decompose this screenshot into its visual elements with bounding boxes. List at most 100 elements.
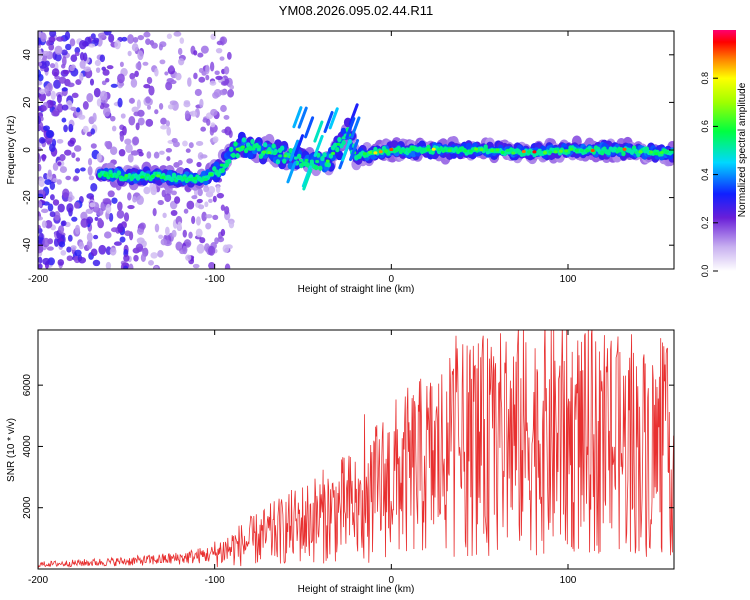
spectrogram-noise-cell xyxy=(61,117,67,123)
spectrogram-noise-cell xyxy=(166,126,172,136)
spectrogram-noise-cell xyxy=(68,123,74,133)
spectrogram-noise-cell xyxy=(50,90,56,100)
spectrogram-peak-cell xyxy=(580,149,585,153)
spectrogram-noise-cell xyxy=(38,48,42,54)
spectrogram-noise-cell xyxy=(157,200,164,206)
spectrogram-peak-cell xyxy=(574,148,579,152)
spectrogram-ridge-cell xyxy=(241,137,247,143)
spectrogram-noise-cell xyxy=(92,112,97,123)
spectrogram-noise-cell xyxy=(48,43,55,51)
spectrogram-peak-cell xyxy=(299,158,304,163)
spectrogram-noise-cell xyxy=(79,60,86,69)
spectrogram-noise-cell xyxy=(128,115,136,126)
spectrogram-peak-cell xyxy=(664,150,669,154)
spectrogram-peak-cell xyxy=(548,150,553,154)
spectrogram-peak-cell xyxy=(516,149,521,153)
spectrogram-noise-cell xyxy=(206,118,211,126)
spectrogram-peak-cell xyxy=(378,150,383,154)
spectrogram-noise-cell xyxy=(79,39,87,50)
spectrogram-noise-cell xyxy=(164,193,172,203)
spectrogram-noise-cell xyxy=(145,118,154,127)
spectrogram-noise-cell xyxy=(169,100,178,106)
spectrogram-peak-cell xyxy=(389,147,394,152)
spectrogram-noise-cell xyxy=(205,64,210,75)
spectrogram-peak-cell xyxy=(331,151,336,155)
spectrogram-noise-cell xyxy=(158,234,164,239)
spectrogram-ridge-cell xyxy=(326,162,331,168)
spectrogram-ridge-cell xyxy=(275,159,281,165)
spectrogram-peak-cell xyxy=(113,174,118,178)
spectrogram-noise-cell xyxy=(135,62,142,70)
colorbar-tick-label: 0.2 xyxy=(700,217,710,230)
spectrogram-noise-cell xyxy=(190,110,198,117)
spectrogram-noise-cell xyxy=(74,52,80,57)
spectrogram-noise-cell xyxy=(64,31,71,41)
spectrogram-noise-cell xyxy=(214,70,220,76)
spectrogram-noise-cell xyxy=(149,183,156,191)
spectrogram-ytick-label: 20 xyxy=(22,96,33,108)
spectrogram-peak-cell xyxy=(601,147,606,151)
spectrogram-noise-cell xyxy=(78,241,85,250)
spectrogram-peak-cell xyxy=(447,149,452,153)
spectrogram-noise-cell xyxy=(205,214,213,219)
spectrogram-noise-cell xyxy=(157,250,164,258)
spectrogram-noise-cell xyxy=(229,84,235,90)
spectrogram-noise-cell xyxy=(109,247,117,256)
spectrogram-noise-cell xyxy=(86,216,94,225)
spectrogram-noise-cell xyxy=(131,43,139,52)
spectrogram-noise-cell xyxy=(148,85,155,96)
snr-panel: -200 -100 0 100 2000 4000 6000 Height of strai… xyxy=(6,329,675,595)
spectrogram-peak-cell xyxy=(150,174,155,179)
spectrogram-noise-cell xyxy=(146,76,153,85)
spectrogram-peak-cell xyxy=(172,175,177,179)
spectrogram-peak-cell xyxy=(474,147,479,151)
spectrogram-streak xyxy=(345,117,356,140)
spectrogram-streak xyxy=(313,134,324,157)
spectrogram-noise-cell xyxy=(40,32,47,43)
spectrogram-peak-cell xyxy=(320,157,325,162)
spectrogram-noise-cell xyxy=(93,37,100,44)
spectrogram-noise-cell xyxy=(208,245,216,256)
spectrogram-noise-cell xyxy=(103,31,112,36)
spectrogram-noise-cell xyxy=(43,125,50,132)
spectrogram-noise-cell xyxy=(43,172,48,180)
spectrogram-noise-cell xyxy=(70,245,77,250)
spectrogram-noise-cell xyxy=(38,92,47,102)
spectrogram-noise-cell xyxy=(75,107,81,113)
spectrogram-noise-cell xyxy=(53,79,61,89)
spectrogram-peak-cell xyxy=(336,142,341,146)
spectrogram-noise-cell xyxy=(171,229,177,238)
spectrogram-peak-cell xyxy=(182,176,187,180)
snr-ylabel: SNR (10 * v/v) xyxy=(6,418,17,482)
spectrogram-noise-cell xyxy=(69,65,75,72)
spectrogram-noise-cell xyxy=(97,217,103,226)
spectrogram-noise-cell xyxy=(215,185,221,194)
spectrogram-noise-cell xyxy=(87,166,93,176)
spectrogram-ridge-cell xyxy=(282,158,287,164)
spectrogram-noise-cell xyxy=(138,151,144,157)
spectrogram-noise-cell xyxy=(209,80,217,86)
spectrogram-noise-cell xyxy=(191,215,196,225)
spectrogram-peak-cell xyxy=(596,148,601,152)
spectrogram-noise-cell xyxy=(105,77,110,83)
spectrogram-noise-cell xyxy=(86,239,93,250)
spectrogram-peak-cell xyxy=(484,148,489,152)
spectrogram-noise-cell xyxy=(166,33,173,40)
spectrogram-peak-cell xyxy=(421,147,426,151)
spectrogram-noise-cell xyxy=(159,59,166,65)
spectrogram-noise-cell xyxy=(208,261,216,269)
spectrogram-noise-cell xyxy=(166,156,171,162)
spectrogram-peak-cell xyxy=(341,136,346,140)
spectrogram-peak-cell xyxy=(527,150,532,154)
spectrogram-noise-cell xyxy=(44,60,50,67)
spectrogram-noise-cell xyxy=(56,94,62,104)
spectrogram-noise-cell xyxy=(70,54,78,63)
snr-frame xyxy=(37,329,675,570)
spectrogram-noise-cell xyxy=(57,225,65,234)
spectrogram-streak xyxy=(293,134,305,157)
spectrogram-noise-cell xyxy=(93,234,99,240)
spectrogram-noise-cell xyxy=(188,231,193,239)
spectrogram-noise-cell xyxy=(119,236,126,243)
spectrogram-peak-cell xyxy=(564,149,569,153)
spectrogram-noise-cell xyxy=(158,150,165,155)
